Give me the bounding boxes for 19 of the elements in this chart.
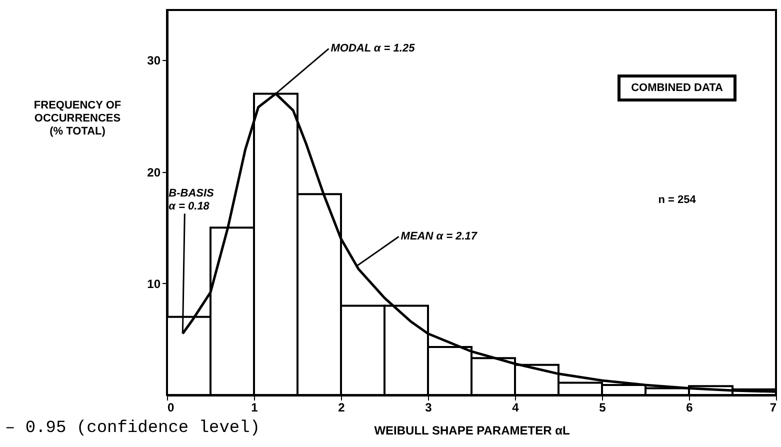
x-tick-label: 4	[512, 400, 520, 414]
y-tick-label: 30	[147, 54, 161, 68]
x-tick-label: 2	[338, 400, 346, 414]
x-axis-title: WEIBULL SHAPE PARAMETER αL	[374, 424, 570, 438]
x-tick-label: 7	[770, 400, 777, 414]
annotation: MEAN α = 2.17	[400, 230, 478, 243]
text: – 0.95 (confidence level)	[5, 419, 260, 438]
annotation: n = 254	[658, 194, 697, 206]
y-tick-label: 10	[147, 276, 161, 291]
x-tick-label: 6	[686, 400, 694, 414]
x-tick-label: 3	[425, 400, 432, 414]
annotation: B-BASIS α = 0.18	[168, 188, 215, 213]
annotation: COMBINED DATA	[631, 82, 723, 94]
annotation: MODAL α = 1.25	[330, 42, 416, 55]
x-tick-label: 0	[168, 400, 174, 414]
y-axis-title: FREQUENCY OF OCCURRENCES (% TOTAL)	[34, 100, 122, 138]
y-tick-label: 20	[147, 165, 161, 180]
x-tick-label: 5	[599, 400, 606, 414]
x-tick-label: 1	[251, 400, 258, 414]
